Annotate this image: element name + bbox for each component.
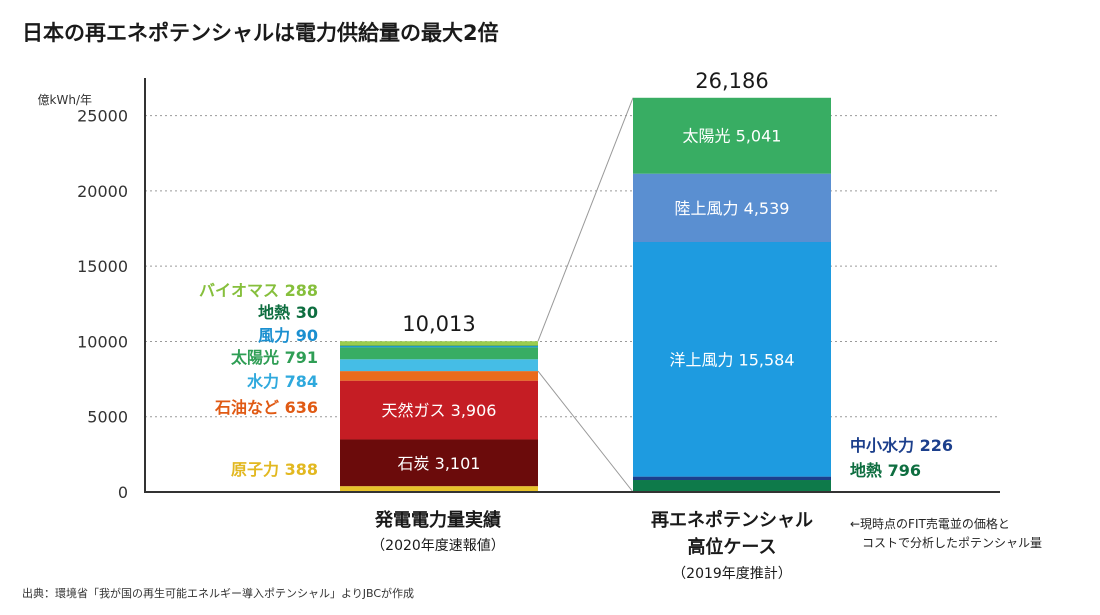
bar-segment [633,480,831,492]
source-note: 出典：環境省「我が国の再生可能エネルギー導入ポテンシャル」よりJBCが作成 [22,586,414,600]
segment-side-label: 地熱 30 [258,303,318,322]
segment-value-label: 陸上風力 4,539 [675,199,790,218]
connector-line [537,370,634,493]
bar-segment [340,345,538,347]
segment-side-label: 風力 90 [258,326,318,345]
bar-segment [340,439,538,487]
category-2-label-line2: 高位ケース [687,536,776,558]
bar-segment [340,371,538,381]
bar-segment [633,476,831,481]
bar-segment [633,97,831,174]
connector-line [537,97,634,342]
bar-segment [340,347,538,360]
segment-side-label: 地熱 796 [850,461,921,480]
bar-segment [340,359,538,372]
bar-segment [633,173,831,243]
y-tick-label: 15000 [77,257,128,276]
category-2-label-line1: 再エネポテンシャル [651,509,813,531]
category-2-sublabel: （2019年度推計） [672,566,792,582]
segment-value-label: 洋上風力 15,584 [669,350,794,369]
y-tick-label: 20000 [77,182,128,201]
segment-value-label: 太陽光 5,041 [683,127,782,146]
category-1-label: 発電電力量実績 [374,509,501,531]
segment-side-label: 石油など 636 [214,398,318,417]
segment-side-label: バイオマス 288 [199,281,318,300]
y-tick-label: 5000 [87,408,128,427]
y-tick-label: 0 [118,483,128,502]
bar-segment [340,380,538,440]
bar-segment [633,242,831,477]
segment-value-label: 天然ガス 3,906 [382,401,497,420]
chart-title: 日本の再エネポテンシャルは電力供給量の最大2倍 [22,21,499,45]
y-axis-ticks: 0 5000 10000 15000 20000 25000 [77,107,128,502]
bar-total-label: 10,013 [402,312,475,336]
bar-total-label: 26,186 [695,69,768,93]
zoom-connector-lines [537,97,634,493]
annotation-line-1: ←現時点のFIT売電並の価格と [850,516,1010,531]
segment-side-label: 太陽光 791 [230,348,318,367]
segment-side-label: 中小水力 226 [850,436,953,455]
category-1-sublabel: （2020年度速報値） [371,538,505,554]
segment-labels: 10,013 石炭 3,101 天然ガス 3,906 原子力 388 石油など 636 水… [199,69,953,480]
annotation-line-2: コストで分析したポテンシャル量 [862,536,1042,550]
y-axis-unit-label: 億kWh/年 [38,93,92,107]
segment-value-label: 石炭 3,101 [398,454,481,473]
y-tick-label: 25000 [77,107,128,126]
segment-side-label: 原子力 388 [231,460,318,479]
bars [340,97,831,492]
segment-side-label: 水力 784 [247,372,318,391]
bar-segment [340,346,538,348]
y-tick-label: 10000 [77,332,128,351]
bar-segment [340,486,538,492]
bar-segment [340,341,538,346]
